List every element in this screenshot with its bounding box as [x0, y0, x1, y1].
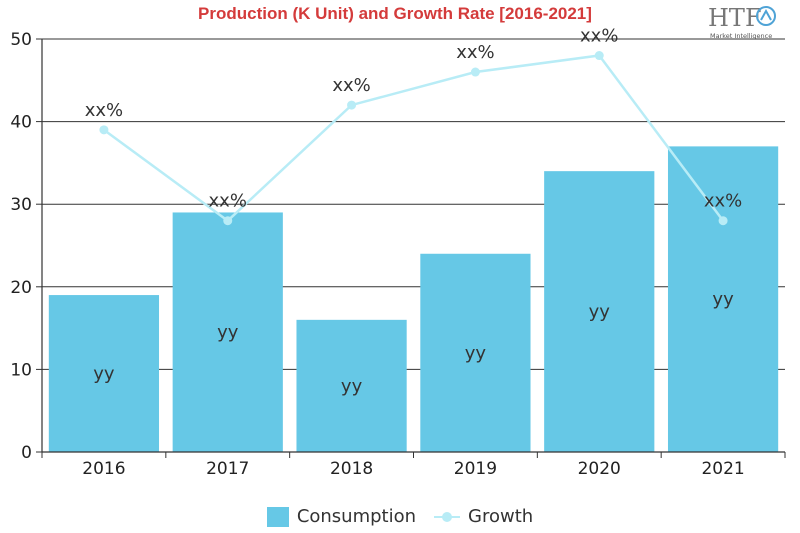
legend-item-growth[interactable]: Growth [434, 506, 533, 527]
bar-label: yy [217, 322, 239, 343]
bar-label: yy [93, 364, 115, 385]
legend-label-consumption: Consumption [296, 506, 417, 527]
legend-item-consumption[interactable]: Consumption [266, 506, 417, 527]
growth-line [99, 51, 728, 226]
bar-consumption-2017[interactable] [172, 212, 283, 452]
legend-swatch-growth [434, 507, 461, 527]
y-tick-label: 40 [10, 113, 32, 133]
axes: 0 10 20 30 40 50 2016 2017 2018 2019 2020 2021 [10, 30, 786, 479]
y-tick-label: 0 [21, 443, 32, 463]
growth-point-2021[interactable] [718, 216, 728, 226]
x-tick-label: 2020 [578, 459, 621, 479]
bar-label: yy [341, 376, 363, 397]
legend-swatch-consumption [266, 506, 289, 527]
bar-consumption-2016[interactable] [48, 295, 160, 452]
growth-point-2019[interactable] [470, 67, 480, 77]
y-tick-label: 50 [10, 30, 32, 50]
x-tick-label: 2018 [330, 459, 373, 479]
bar-consumption-2018[interactable] [296, 319, 407, 452]
growth-label: xx% [580, 26, 618, 47]
y-tick-label: 20 [10, 278, 32, 298]
growth-line-path [103, 54, 725, 223]
bars [48, 146, 779, 452]
htf-logo: HTF Market Intelligence [708, 4, 776, 40]
x-tick-label: 2016 [82, 459, 125, 479]
logo-text: HTF [708, 4, 762, 32]
bar-consumption-2020[interactable] [544, 171, 655, 452]
growth-point-2016[interactable] [99, 125, 109, 135]
y-tick-label: 30 [10, 195, 32, 215]
logo-subtext: Market Intelligence [710, 32, 772, 40]
growth-label: xx% [332, 75, 370, 96]
growth-label: xx% [209, 191, 247, 212]
y-tick-label: 10 [10, 360, 32, 380]
x-tick-label: 2017 [206, 459, 249, 479]
growth-label: xx% [704, 191, 742, 212]
bar-label: yy [712, 289, 734, 310]
grid-lines [42, 38, 785, 370]
bar-label: yy [465, 343, 487, 364]
x-tick-label: 2019 [454, 459, 497, 479]
bar-label: yy [589, 302, 611, 323]
chart-title: Production (K Unit) and Growth Rate [201… [198, 4, 592, 23]
bar-consumption-2019[interactable] [420, 253, 531, 452]
legend: Consumption Growth [0, 506, 800, 527]
growth-label: xx% [85, 100, 123, 121]
growth-point-2020[interactable] [594, 51, 604, 61]
growth-point-2018[interactable] [347, 100, 357, 110]
growth-label: xx% [456, 42, 494, 63]
growth-point-2017[interactable] [223, 216, 233, 226]
legend-label-growth: Growth [468, 506, 534, 527]
data-labels: yy yy yy yy yy yy xx% xx% xx% xx% xx% xx% [85, 26, 743, 397]
x-tick-label: 2021 [701, 459, 744, 479]
bar-consumption-2021[interactable] [667, 146, 779, 452]
